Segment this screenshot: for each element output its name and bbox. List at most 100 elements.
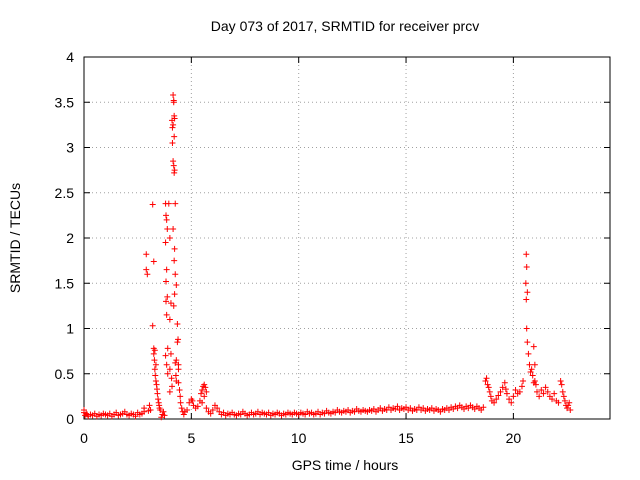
data-point bbox=[189, 397, 196, 404]
y-tick-label: 1 bbox=[66, 321, 74, 337]
data-point bbox=[502, 386, 509, 393]
data-point bbox=[167, 300, 174, 307]
y-tick-label: 2.5 bbox=[55, 185, 75, 201]
data-point bbox=[151, 366, 158, 373]
data-point bbox=[214, 405, 221, 412]
data-point bbox=[147, 406, 154, 413]
data-point bbox=[152, 377, 159, 384]
x-tick-label: 0 bbox=[80, 430, 88, 446]
data-point bbox=[171, 115, 178, 122]
data-point bbox=[171, 257, 178, 264]
data-point bbox=[207, 410, 214, 417]
data-point bbox=[559, 388, 566, 395]
data-point bbox=[557, 377, 564, 384]
data-point bbox=[201, 381, 208, 388]
data-point bbox=[173, 357, 180, 364]
data-point bbox=[180, 411, 187, 418]
data-point bbox=[175, 336, 182, 343]
data-point bbox=[516, 388, 523, 395]
data-point bbox=[149, 201, 156, 208]
data-point bbox=[549, 396, 556, 403]
data-point bbox=[201, 393, 208, 400]
data-point bbox=[503, 390, 510, 397]
data-point bbox=[518, 383, 525, 390]
data-point bbox=[169, 139, 176, 146]
data-point bbox=[132, 413, 139, 420]
data-point bbox=[484, 381, 491, 388]
data-point bbox=[198, 390, 205, 397]
y-tick-label: 2 bbox=[66, 230, 74, 246]
y-tick-label: 4 bbox=[66, 49, 74, 65]
data-point bbox=[170, 162, 177, 169]
data-point bbox=[186, 399, 193, 406]
data-point bbox=[177, 399, 184, 406]
data-point bbox=[495, 392, 502, 399]
data-point bbox=[512, 387, 519, 394]
data-point bbox=[508, 399, 515, 406]
data-point bbox=[566, 399, 573, 406]
data-point bbox=[158, 414, 165, 421]
data-point bbox=[168, 375, 175, 382]
data-point bbox=[143, 251, 150, 258]
data-point bbox=[144, 271, 151, 278]
data-point bbox=[522, 280, 529, 287]
data-point bbox=[485, 384, 492, 391]
data-point bbox=[199, 399, 206, 406]
data-point bbox=[523, 296, 530, 303]
data-point bbox=[177, 393, 184, 400]
data-point bbox=[194, 403, 201, 410]
data-point bbox=[501, 379, 508, 386]
data-point bbox=[154, 390, 161, 397]
y-tick-label: 0 bbox=[66, 411, 74, 427]
x-tick-label: 20 bbox=[506, 430, 522, 446]
chart-title: Day 073 of 2017, SRMTID for receiver prc… bbox=[211, 18, 479, 34]
data-point bbox=[162, 239, 169, 246]
x-tick-label: 5 bbox=[187, 430, 195, 446]
data-point bbox=[172, 359, 179, 366]
data-point bbox=[165, 200, 172, 207]
data-point bbox=[497, 388, 504, 395]
data-point bbox=[164, 370, 171, 377]
data-point bbox=[163, 298, 170, 305]
data-point bbox=[526, 361, 533, 368]
data-point bbox=[164, 225, 171, 232]
data-point bbox=[171, 245, 178, 252]
data-point bbox=[538, 387, 545, 394]
data-point bbox=[524, 339, 531, 346]
data-point bbox=[163, 212, 170, 219]
x-tick-label: 10 bbox=[291, 430, 307, 446]
data-point bbox=[523, 251, 530, 258]
y-tick-label: 3 bbox=[66, 140, 74, 156]
data-point bbox=[155, 396, 162, 403]
data-point bbox=[169, 124, 176, 131]
data-point bbox=[169, 383, 176, 390]
data-point bbox=[536, 393, 543, 400]
y-tick-label: 1.5 bbox=[55, 275, 75, 291]
data-point bbox=[530, 343, 537, 350]
data-point bbox=[164, 293, 171, 300]
data-points bbox=[81, 92, 574, 421]
data-point bbox=[163, 311, 170, 318]
data-point bbox=[499, 384, 506, 391]
data-point bbox=[540, 390, 547, 397]
data-point bbox=[491, 399, 498, 406]
data-point bbox=[167, 350, 174, 357]
data-point bbox=[542, 384, 549, 391]
data-point bbox=[149, 322, 156, 329]
data-point bbox=[170, 302, 177, 309]
data-point bbox=[163, 216, 170, 223]
data-point bbox=[528, 366, 535, 373]
data-point bbox=[157, 406, 164, 413]
data-point bbox=[487, 393, 494, 400]
data-point bbox=[551, 390, 558, 397]
data-point bbox=[161, 412, 168, 419]
data-point bbox=[170, 92, 177, 99]
data-point bbox=[163, 266, 170, 273]
data-point bbox=[202, 384, 209, 391]
data-point bbox=[560, 393, 567, 400]
axis-ticks: 0 5 10 15 20 0 0.5 1 1.5 2 2.5 3 3.5 4 bbox=[55, 49, 610, 446]
data-point bbox=[525, 350, 532, 357]
data-point bbox=[531, 377, 538, 384]
